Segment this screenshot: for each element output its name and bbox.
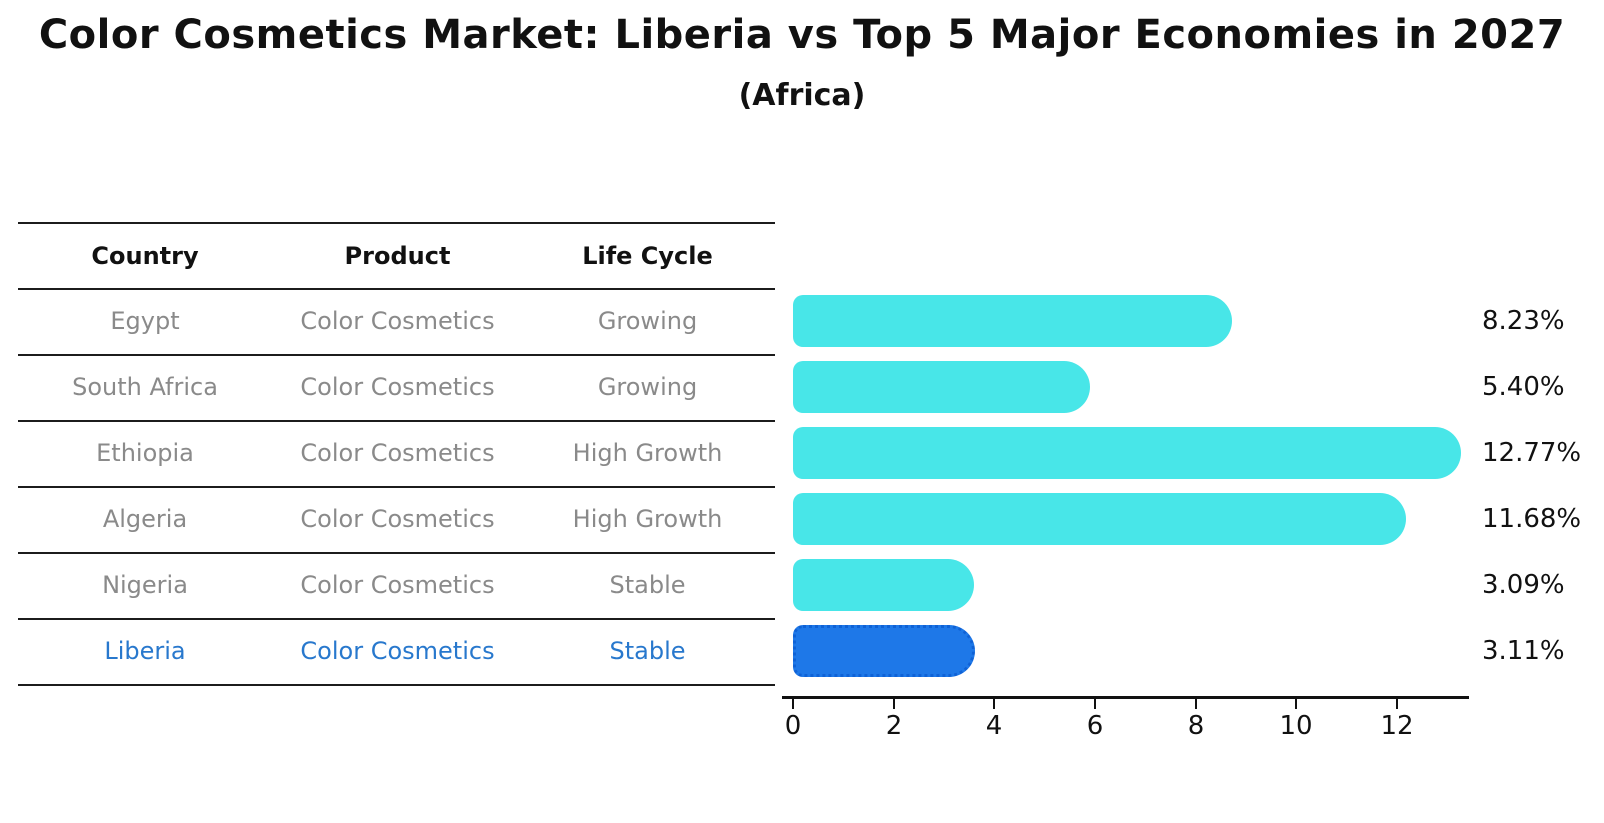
cell-lifecycle: Stable <box>609 637 686 665</box>
x-axis-tick <box>893 699 895 709</box>
x-axis-tick <box>1094 699 1096 709</box>
cell-lifecycle: Stable <box>609 571 686 599</box>
bar-algeria <box>793 493 1406 545</box>
cell-product: Color Cosmetics <box>300 571 495 599</box>
column-header-lifecycle: Life Cycle <box>582 242 713 270</box>
cell-country: Liberia <box>104 637 186 665</box>
table-rule <box>18 552 775 554</box>
x-axis-tick-label: 2 <box>885 711 903 741</box>
cell-product: Color Cosmetics <box>300 439 495 467</box>
cell-country: South Africa <box>72 373 218 401</box>
value-label-algeria: 11.68% <box>1482 504 1582 534</box>
x-axis-tick-label: 12 <box>1380 711 1414 741</box>
cell-country: Nigeria <box>102 571 188 599</box>
x-axis-tick <box>1195 699 1197 709</box>
cell-country: Algeria <box>102 505 188 533</box>
bar-nigeria <box>793 559 974 611</box>
table-rule <box>18 486 775 488</box>
value-label-south-africa: 5.40% <box>1482 372 1565 402</box>
cell-product: Color Cosmetics <box>300 505 495 533</box>
x-axis-tick-label: 6 <box>1086 711 1104 741</box>
value-label-egypt: 8.23% <box>1482 306 1565 336</box>
x-axis-tick <box>1295 699 1297 709</box>
chart-subtitle: (Africa) <box>738 78 866 113</box>
x-axis-tick-label: 4 <box>985 711 1003 741</box>
cell-country: Ethiopia <box>96 439 194 467</box>
column-header-country: Country <box>91 242 199 270</box>
cell-product: Color Cosmetics <box>300 373 495 401</box>
bar-south-africa <box>793 361 1090 413</box>
cell-lifecycle: High Growth <box>572 505 723 533</box>
table-rule <box>18 354 775 356</box>
table-rule <box>18 288 775 290</box>
table-rule <box>18 222 775 224</box>
chart-title: Color Cosmetics Market: Liberia vs Top 5… <box>38 12 1566 58</box>
column-header-product: Product <box>344 242 451 270</box>
x-axis-tick-label: 10 <box>1279 711 1313 741</box>
cell-lifecycle: Growing <box>597 307 698 335</box>
bar-ethiopia <box>793 427 1461 479</box>
x-axis-tick <box>993 699 995 709</box>
table-rule <box>18 618 775 620</box>
table-rule <box>18 684 775 686</box>
x-axis-line <box>782 696 1469 699</box>
bar-egypt <box>793 295 1232 347</box>
x-axis-tick <box>1396 699 1398 709</box>
cell-lifecycle: High Growth <box>572 439 723 467</box>
value-label-ethiopia: 12.77% <box>1482 438 1582 468</box>
value-label-liberia: 3.11% <box>1482 636 1565 666</box>
x-axis-tick-label: 8 <box>1187 711 1205 741</box>
cell-product: Color Cosmetics <box>300 637 495 665</box>
x-axis-tick-label: 0 <box>784 711 802 741</box>
cell-country: Egypt <box>110 307 180 335</box>
x-axis-tick <box>792 699 794 709</box>
value-label-nigeria: 3.09% <box>1482 570 1565 600</box>
table-rule <box>18 420 775 422</box>
cell-lifecycle: Growing <box>597 373 698 401</box>
bar-liberia-highlighted <box>793 625 975 677</box>
cell-product: Color Cosmetics <box>300 307 495 335</box>
